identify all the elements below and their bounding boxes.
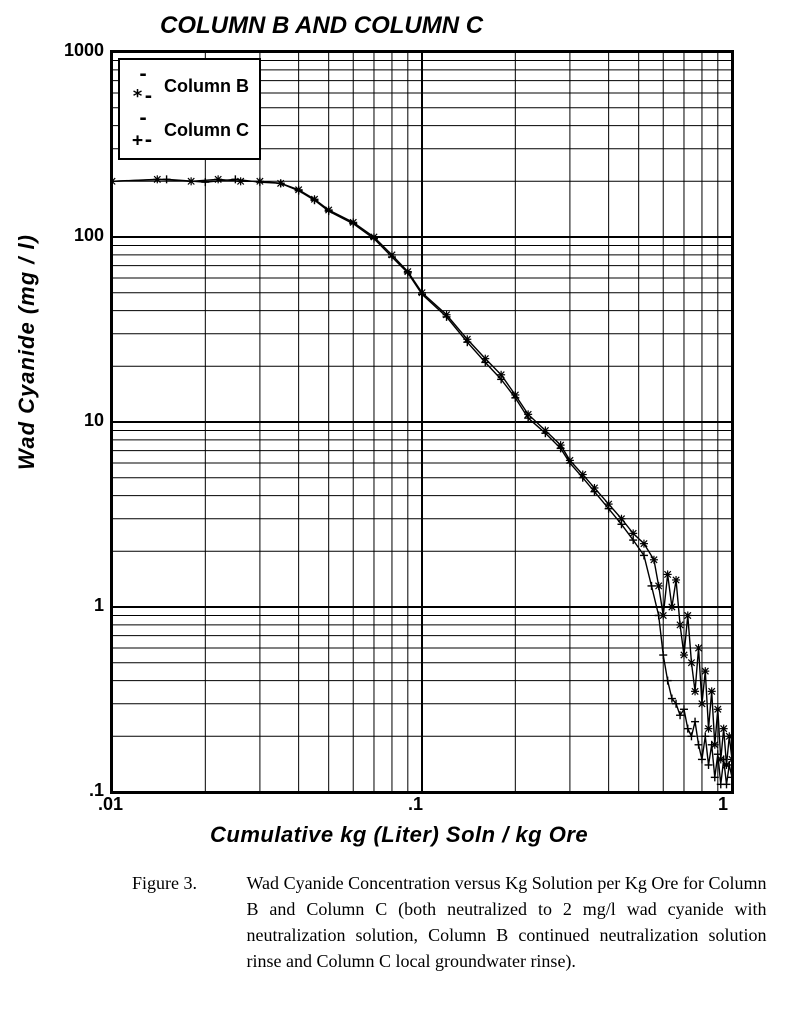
legend: -*- Column B -+- Column C — [118, 58, 261, 160]
x-tick-label: .01 — [98, 794, 123, 815]
legend-item: -*- Column B — [128, 64, 249, 108]
y-tick-label: 10 — [84, 410, 104, 431]
chart-title: COLUMN B AND COLUMN C — [160, 12, 483, 40]
caption-body: Wad Cyanide Concentration versus Kg Solu… — [247, 870, 767, 974]
y-tick-label: 1 — [94, 595, 104, 616]
legend-symbol: -*- — [128, 64, 158, 108]
figure-number: Figure 3. — [132, 870, 242, 896]
figure-caption: Figure 3. Wad Cyanide Concentration vers… — [132, 870, 767, 974]
legend-label: Column B — [164, 75, 249, 97]
plot-area — [110, 50, 734, 794]
legend-label: Column C — [164, 119, 249, 141]
chart-svg — [112, 52, 732, 792]
y-axis-label: Wad Cyanide (mg / l) — [14, 234, 40, 470]
legend-item: -+- Column C — [128, 108, 249, 152]
x-axis-label: Cumulative kg (Liter) Soln / kg Ore — [210, 822, 588, 848]
y-tick-label: 100 — [74, 225, 104, 246]
x-tick-label: .1 — [408, 794, 423, 815]
legend-symbol: -+- — [128, 108, 158, 152]
x-tick-label: 1 — [718, 794, 728, 815]
y-tick-label: 1000 — [64, 40, 104, 61]
